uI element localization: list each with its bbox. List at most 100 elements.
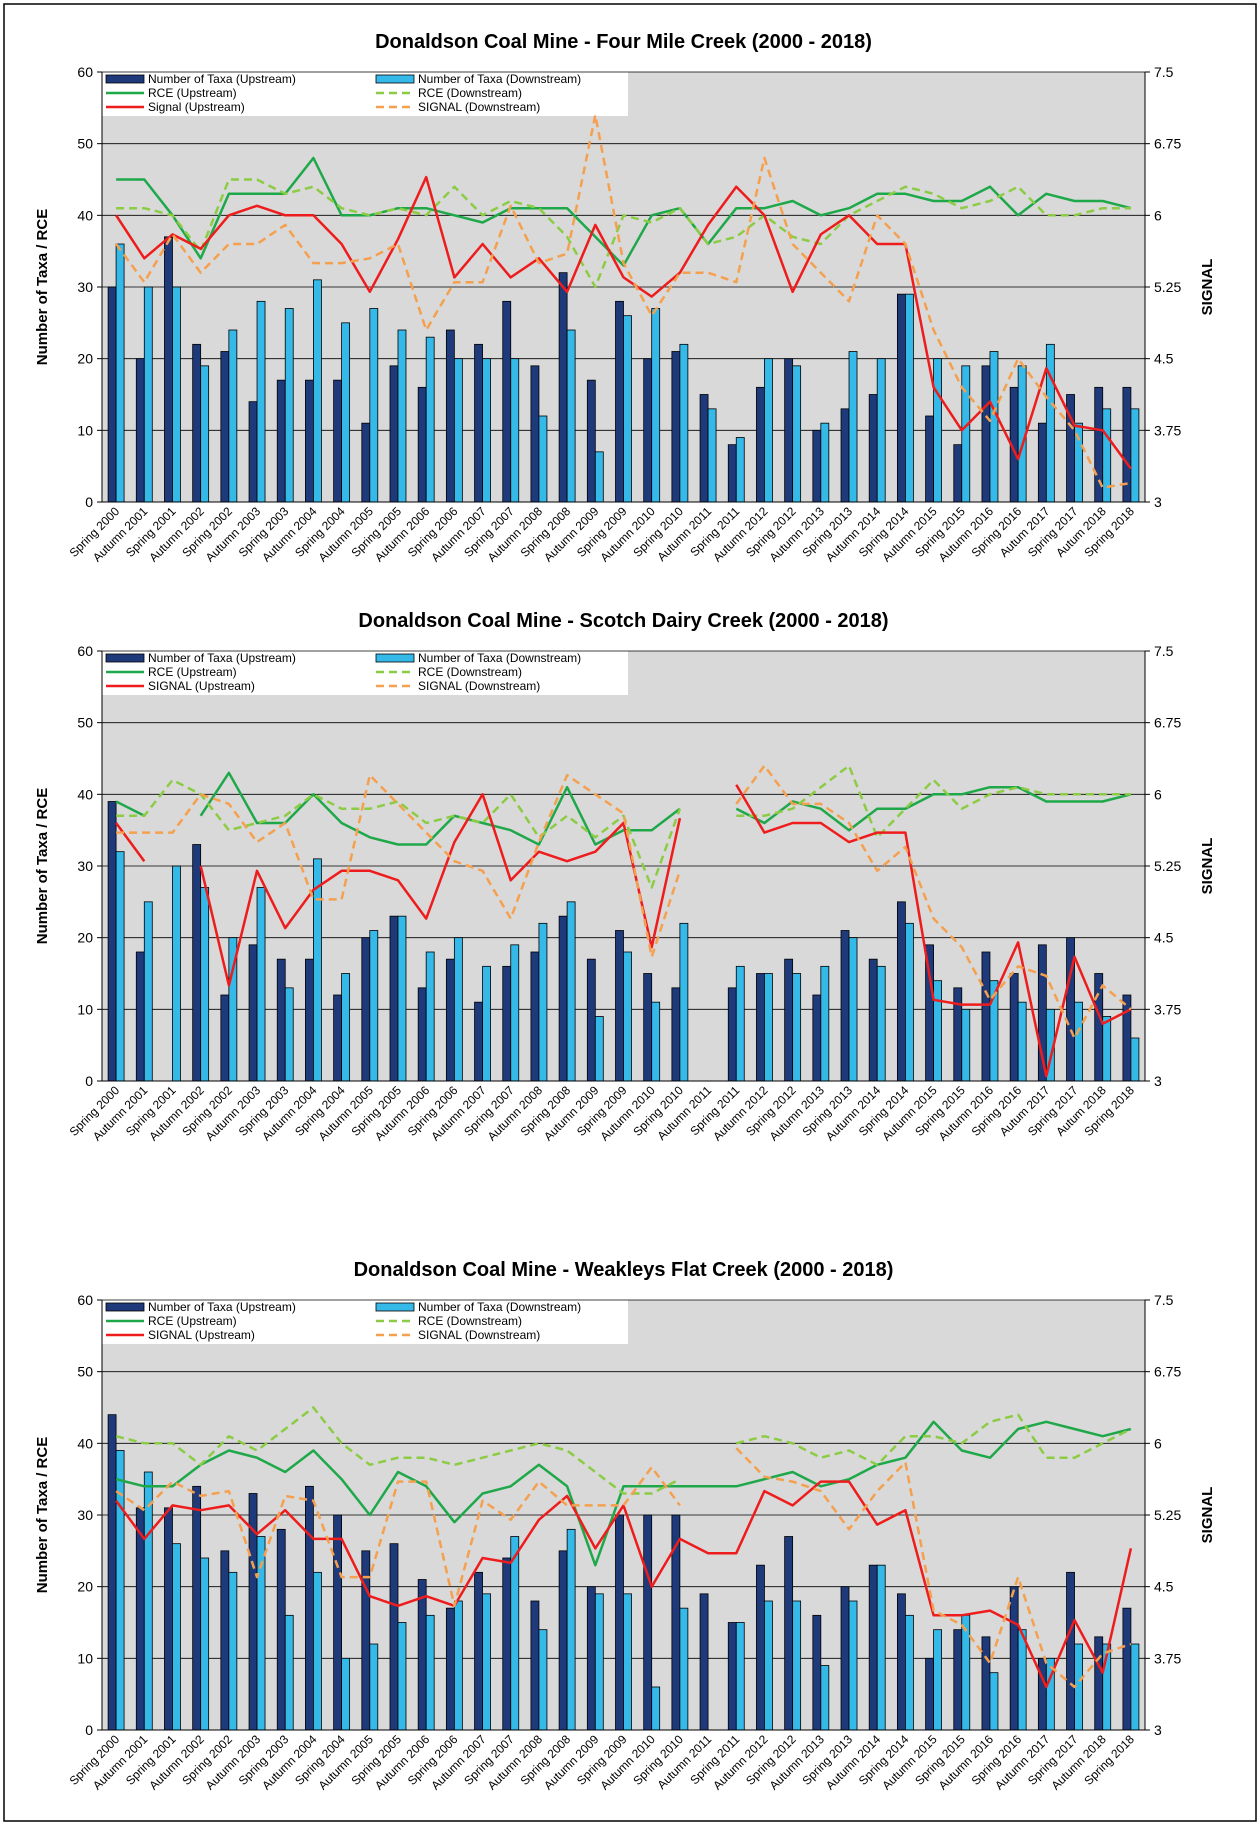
bar [623,1593,632,1731]
bar [989,351,999,503]
y-tick-label: 30 [77,279,93,295]
bar [313,858,322,1082]
bar [981,1636,991,1731]
bar [1094,1636,1104,1731]
bar [1009,973,1019,1082]
bar [961,365,971,503]
bar [143,901,153,1082]
bar [341,322,351,503]
bar [615,930,624,1082]
bar [679,343,689,503]
y2-tick-label: 3 [1154,494,1162,510]
bar [727,444,737,503]
bar [445,329,455,503]
line-series [115,1480,1133,1689]
bar [735,965,745,1082]
y-axis-label: Number of Taxa / RCE [34,209,51,365]
bar [1037,1657,1047,1731]
bar [482,358,491,503]
y-tick-label: 60 [77,1292,93,1308]
bar [369,1643,379,1731]
bar [784,1536,794,1731]
bar [305,958,314,1082]
y-tick-label: 30 [77,1507,93,1523]
bar [313,279,322,503]
bar [679,922,689,1082]
bar [172,865,181,1082]
bar [164,1507,173,1731]
legend-swatch [375,653,415,663]
bar [256,887,266,1082]
bar [530,951,540,1082]
bar [820,965,830,1082]
bar [192,343,202,503]
legend-label: Number of Taxa (Upstream) [148,72,296,86]
bar [305,1485,314,1731]
bar [502,1557,512,1731]
y2-tick-label: 3 [1154,1722,1162,1738]
bar [651,1686,661,1731]
bar [474,343,483,503]
bar [764,973,773,1082]
bar [115,851,125,1082]
bar [369,930,379,1082]
legend-label: RCE (Downstream) [418,665,522,679]
bar [220,351,230,503]
y-tick-label: 30 [77,858,93,874]
y-tick-label: 50 [77,715,93,731]
legend-swatch [105,653,145,663]
bar [904,293,914,503]
legend-swatch [105,74,145,84]
bar [707,408,717,503]
bar [727,987,737,1082]
bar [1066,1571,1075,1731]
chart-title: Donaldson Coal Mine - Weakleys Flat Cree… [354,1259,894,1281]
y2-tick-label: 7.5 [1154,643,1174,659]
bar [135,358,145,503]
bar [341,973,351,1082]
bar [425,1614,435,1731]
bar [840,930,850,1082]
bar [135,951,145,1082]
bar [220,994,230,1082]
y-tick-label: 50 [77,136,93,152]
legend-label: SIGNAL (Downstream) [418,679,540,693]
bar [594,1593,604,1731]
bar [538,1629,548,1731]
bar [200,365,210,503]
legend-box [102,1300,628,1344]
bar [538,415,548,503]
bar [115,243,125,503]
bar [586,958,596,1082]
y-tick-label: 0 [85,1073,93,1089]
bar [586,1586,596,1731]
bar [248,944,258,1082]
line-series [115,175,1132,470]
bar [341,1657,351,1731]
bar [812,1614,822,1731]
bar [792,365,802,503]
bar [453,937,463,1082]
bar [417,386,427,503]
bar [989,1672,999,1731]
legend-label: SIGNAL (Downstream) [418,100,540,114]
bar [735,437,745,503]
bar [679,1607,689,1731]
bar [651,308,661,503]
bar [256,300,266,503]
bar [651,1001,661,1082]
bar [453,1600,463,1731]
bar [417,987,427,1082]
y2-tick-label: 4.5 [1154,930,1174,946]
legend-swatch [375,1302,415,1312]
y2-tick-label: 6.75 [1154,1364,1181,1380]
bar [1009,1586,1019,1731]
legend-label: RCE (Upstream) [148,665,237,679]
bar [107,801,117,1082]
bar [558,272,568,503]
bar [904,922,914,1082]
bar [502,965,512,1082]
bar [981,365,991,503]
bar [502,300,512,503]
bar [566,1528,576,1731]
